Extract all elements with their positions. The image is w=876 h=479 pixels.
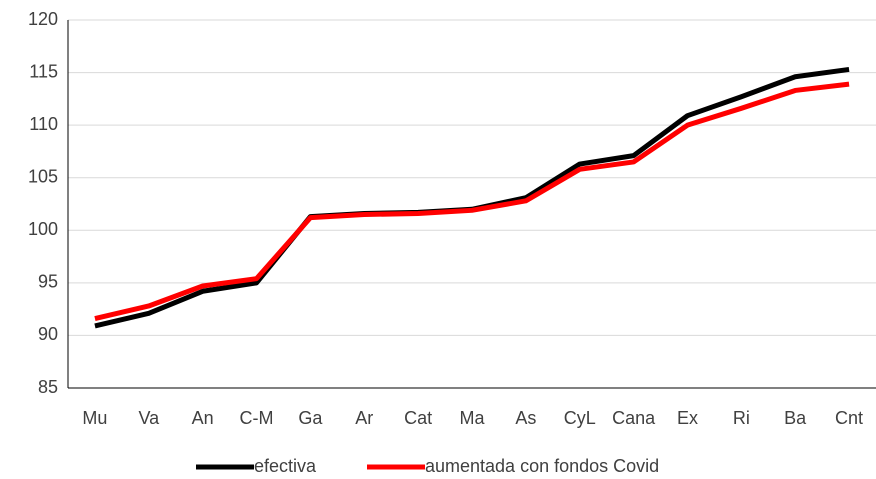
x-tick-label: Cana: [612, 408, 656, 428]
y-tick-label: 120: [28, 9, 58, 29]
x-tick-label: As: [515, 408, 536, 428]
x-tick-label: Cat: [404, 408, 432, 428]
x-tick-label: Ga: [298, 408, 323, 428]
x-tick-label: C-M: [240, 408, 274, 428]
x-tick-label: Ma: [459, 408, 485, 428]
series-line: [94, 81, 850, 322]
y-tick-label: 90: [38, 324, 58, 344]
x-tick-label: Ex: [677, 408, 698, 428]
legend-label: efectiva: [254, 456, 317, 476]
x-tick-label: Va: [138, 408, 160, 428]
x-tick-label: Cnt: [835, 408, 863, 428]
y-tick-label: 85: [38, 377, 58, 397]
x-tick-label: Mu: [82, 408, 107, 428]
x-tick-label: Ri: [733, 408, 750, 428]
x-tick-label: Ba: [784, 408, 807, 428]
y-tick-label: 115: [29, 61, 58, 81]
x-tick-label: Ar: [355, 408, 373, 428]
y-tick-label: 100: [28, 219, 58, 239]
x-tick-label: An: [192, 408, 214, 428]
y-tick-label: 95: [38, 272, 58, 292]
y-tick-label: 105: [28, 166, 58, 186]
x-tick-label: CyL: [564, 408, 596, 428]
y-tick-label: 110: [29, 114, 58, 134]
legend-label: aumentada con fondos Covid: [425, 456, 659, 476]
